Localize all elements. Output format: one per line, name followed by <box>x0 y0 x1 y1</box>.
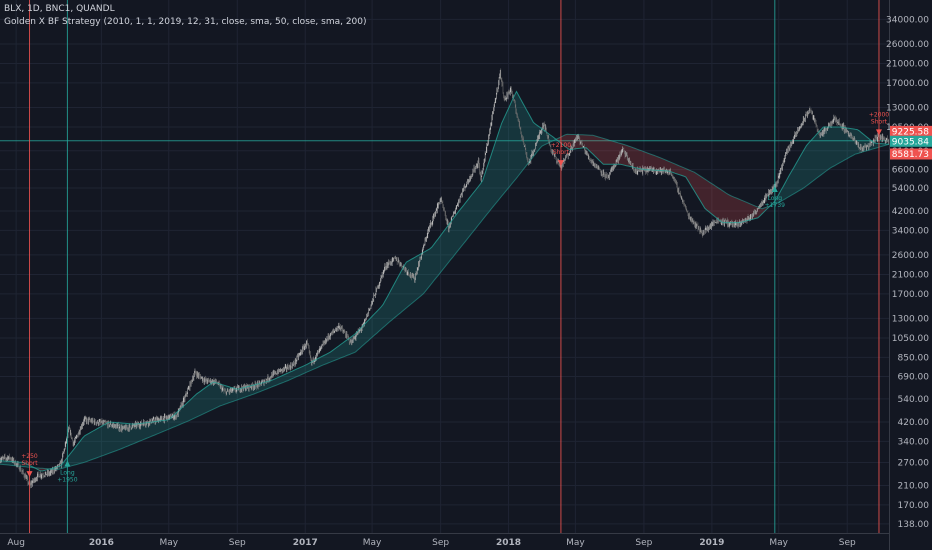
y-tick-label: 420.00 <box>898 418 930 428</box>
price-label-text: 8581.73 <box>892 150 929 160</box>
price-axis-bg <box>889 0 932 550</box>
y-tick-label: 1050.00 <box>892 334 929 344</box>
x-tick-label: 2016 <box>89 538 114 548</box>
y-tick-label: 138.00 <box>898 520 930 530</box>
sma200-line <box>0 133 890 470</box>
study-legend[interactable]: Golden X BF Strategy (2010, 1, 1, 2019, … <box>4 17 367 27</box>
y-tick-label: 210.00 <box>898 481 930 491</box>
y-tick-label: 2600.00 <box>892 251 929 261</box>
short-signal-label: Short <box>21 460 38 467</box>
x-tick-label: Sep <box>839 538 856 548</box>
x-tick-label: May <box>363 538 382 548</box>
price-label-box <box>890 148 932 160</box>
x-tick-label: May <box>769 538 788 548</box>
y-tick-label: 690.00 <box>898 372 930 382</box>
short-signal-label: Short <box>871 118 888 125</box>
price-label-text: 9225.58 <box>892 127 929 137</box>
short-arrow-icon <box>875 129 882 136</box>
short-signal-label: Short <box>553 149 570 156</box>
short-signal-amount: +2000 <box>869 111 889 118</box>
x-tick-label: May <box>159 538 178 548</box>
x-tick-label: Sep <box>229 538 246 548</box>
y-tick-label: 1700.00 <box>892 290 929 300</box>
y-tick-label: 21000.00 <box>886 60 929 70</box>
long-signal-label: Long <box>60 469 75 476</box>
y-tick-label: 13000.00 <box>886 103 929 113</box>
moving-averages-layer <box>0 90 890 472</box>
x-tick-label: 2018 <box>496 538 521 548</box>
y-tick-label: 540.00 <box>898 395 930 405</box>
price-label-text: 9035.84 <box>892 137 929 147</box>
x-tick-label: 2019 <box>699 538 724 548</box>
ma-cloud-layer <box>0 91 889 471</box>
y-tick-label: 6600.00 <box>892 166 929 176</box>
candles-layer <box>0 68 890 489</box>
short-arrow-icon <box>26 471 33 478</box>
long-arrow-icon <box>771 185 778 192</box>
x-tick-label: May <box>566 538 585 548</box>
y-tick-label: 270.00 <box>898 458 930 468</box>
time-axis[interactable]: Aug 2016 May Sep 2017 May Sep 2018 May Sep 2019 May… <box>0 533 889 550</box>
price-axis[interactable]: 138.00 170.00 210.00 270.00 340.00 420.00 540.… <box>886 0 932 550</box>
bull-cloud <box>50 91 557 470</box>
long-signal-label: Long <box>768 195 783 202</box>
y-tick-label: 26000.00 <box>886 40 929 50</box>
y-tick-label: 4200.00 <box>892 207 929 217</box>
x-tick-label: Sep <box>635 538 652 548</box>
y-tick-label: 850.00 <box>898 353 930 363</box>
y-tick-label: 1300.00 <box>892 314 929 324</box>
short-arrow-icon <box>557 160 564 167</box>
symbol-title[interactable]: BLX, 1D, BNC1, QUANDL <box>4 4 115 14</box>
y-tick-label: 170.00 <box>898 501 930 511</box>
signal-lines-layer: +250ShortLong+1950+2100ShortLong+1739+20… <box>21 0 889 533</box>
long-signal-amount: +1950 <box>57 476 77 483</box>
y-tick-label: 34000.00 <box>886 15 929 25</box>
x-tick-label: Aug <box>7 538 25 548</box>
x-tick-label: 2017 <box>293 538 318 548</box>
short-signal-amount: +250 <box>21 453 38 460</box>
price-label-box <box>890 125 932 137</box>
y-tick-label: 340.00 <box>898 437 930 447</box>
bull-cloud <box>770 127 889 206</box>
time-axis-bg <box>0 533 889 550</box>
sma50-line <box>0 90 890 472</box>
price-label-box <box>890 135 932 147</box>
x-tick-label: Sep <box>432 538 449 548</box>
bear-cloud <box>556 134 771 223</box>
long-signal-amount: +1739 <box>765 202 785 209</box>
y-tick-label: 2100.00 <box>892 270 929 280</box>
short-signal-amount: +2100 <box>551 142 571 149</box>
y-tick-label: 3400.00 <box>892 226 929 236</box>
y-tick-label: 17000.00 <box>886 79 929 89</box>
y-tick-label: 5400.00 <box>892 184 929 194</box>
long-arrow-icon <box>64 460 71 467</box>
